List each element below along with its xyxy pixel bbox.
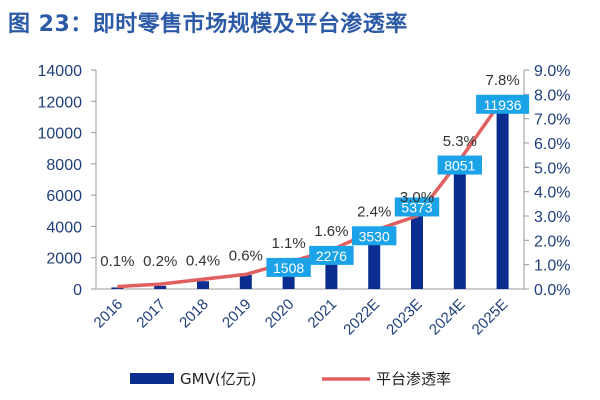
right-tick-label: 3.0% [534,209,570,226]
left-tick-label: 8000 [46,157,82,174]
left-tick-label: 10000 [38,126,83,143]
gmv-value-label: 1508 [273,260,304,276]
chart-title: 图 23：即时零售市场规模及平台渗透率 [8,12,408,37]
gmv-bar [239,274,252,289]
gmv-value-box [476,94,530,114]
right-tick-label: 1.0% [534,258,570,275]
gmv-value-label: 8051 [444,158,475,174]
left-tick-label: 6000 [46,188,82,205]
gmv-bar [111,287,124,289]
gmv-value-box [394,197,440,217]
gmv-value-box [437,155,482,175]
left-tick-label: 0 [73,282,82,299]
gmv-value-box [352,226,397,246]
legend-bar-label: GMV(亿元) [180,370,257,388]
x-tick-label: 2018 [176,296,212,332]
x-tick-label: 2023E [383,296,426,339]
right-tick-label: 6.0% [534,136,570,153]
gmv-bar [411,204,423,289]
gmv-value-label: 3530 [359,228,390,244]
x-tick-label: 2017 [133,296,169,332]
penetration-value-label: 5.3% [443,133,477,150]
left-tick-label: 14000 [38,63,83,80]
right-tick-label: 8.0% [534,87,570,104]
right-tick-label: 2.0% [534,233,570,250]
penetration-value-label: 1.1% [271,235,305,252]
penetration-value-label: 7.8% [485,72,519,89]
legend-bar-swatch [130,373,174,384]
penetration-value-label: 0.1% [100,253,134,270]
x-tick-label: 2021 [305,296,341,332]
gmv-value-box [309,245,354,265]
gmv-bar [197,281,209,289]
legend-line-label: 平台渗透率 [376,370,451,388]
gmv-value-label: 2276 [316,248,347,264]
x-tick-label: 2024E [426,296,469,339]
penetration-value-label: 1.6% [314,223,348,240]
x-tick-label: 2019 [219,296,255,332]
left-tick-label: 2000 [46,251,82,268]
penetration-value-label: 2.4% [357,204,391,221]
right-tick-label: 0.0% [534,282,570,299]
right-tick-label: 5.0% [534,160,570,177]
gmv-value-label: 11936 [484,97,522,113]
right-tick-label: 9.0% [534,63,570,80]
gmv-bar [453,163,466,289]
x-tick-label: 2025E [469,296,512,339]
x-tick-label: 2020 [262,296,298,332]
gmv-value-box [266,257,311,277]
penetration-value-label: 0.2% [143,253,177,270]
gmv-bar [154,285,167,289]
gmv-bar [368,233,381,289]
left-tick-label: 4000 [46,219,82,236]
x-tick-label: 2022E [340,296,383,339]
penetration-value-label: 0.4% [186,252,220,269]
x-tick-label: 2016 [91,296,127,332]
penetration-value-label: 0.6% [229,247,263,264]
left-tick-label: 12000 [38,94,83,111]
gmv-value-label: 5373 [401,199,432,215]
right-tick-label: 7.0% [534,112,570,129]
right-tick-label: 4.0% [534,185,570,202]
penetration-value-label: 3.0% [400,189,434,206]
gmv-bar [496,102,509,289]
